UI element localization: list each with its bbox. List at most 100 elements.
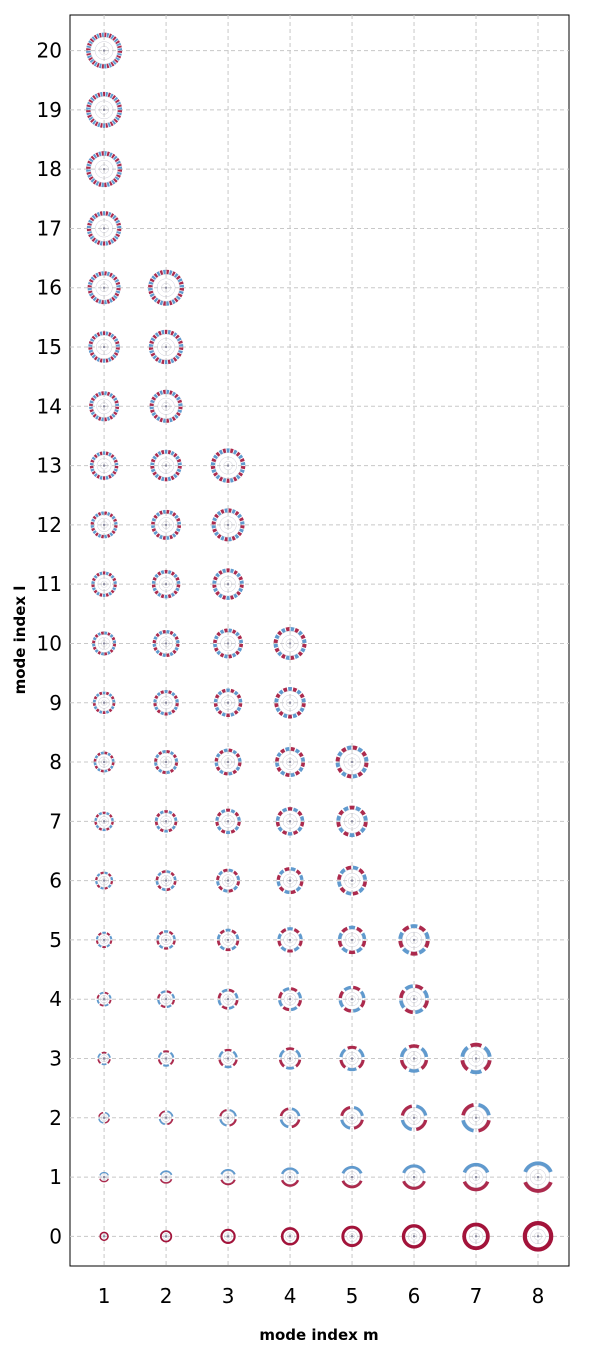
lobe-segment	[297, 630, 304, 636]
mode-pattern	[278, 987, 303, 1012]
lobe-segment	[115, 116, 120, 121]
lobe-segment	[95, 298, 100, 303]
inner-ring	[158, 932, 174, 948]
center-dot	[288, 820, 292, 823]
y-tick-label: 6	[49, 869, 62, 893]
lobe-segment	[404, 984, 414, 991]
center-dot	[164, 1175, 168, 1179]
lobe-segment	[110, 817, 114, 821]
lobe-segment	[218, 476, 224, 482]
inner-ring	[472, 1113, 481, 1122]
lobe-segment	[167, 570, 172, 575]
lobe-segment	[92, 153, 98, 159]
lobe-segment	[175, 698, 179, 703]
lobe-segment	[221, 712, 226, 717]
lobe-segment	[276, 874, 281, 881]
lobe-segment	[215, 816, 220, 821]
lobe-segment	[110, 333, 115, 338]
lobe-segment	[87, 231, 92, 235]
lobe-segment	[174, 514, 179, 519]
mode-pattern	[157, 1050, 175, 1067]
lobe-segment	[91, 335, 96, 340]
lobe-segment	[236, 590, 242, 596]
center-dot	[226, 997, 230, 1001]
lobe-segment	[88, 176, 94, 181]
inner-ring	[286, 936, 294, 944]
lobe-segment	[98, 151, 102, 157]
lobe-segment	[236, 694, 242, 699]
lobe-segment	[161, 887, 166, 892]
lobe-segment	[296, 689, 302, 695]
lobe-segment	[96, 332, 101, 337]
inner-ring	[92, 394, 116, 418]
lobe-segment	[399, 1047, 408, 1058]
mode-pattern	[91, 571, 117, 597]
lobe-segment	[175, 576, 180, 581]
lobe-segment	[218, 1050, 224, 1058]
lobe-segment	[90, 397, 96, 402]
lobe-segment	[166, 887, 171, 892]
lobe-segment	[160, 711, 165, 716]
inner-ring	[153, 393, 179, 419]
lobe-segment	[89, 352, 95, 356]
lobe-segment	[155, 765, 160, 771]
lobe-segment	[88, 40, 93, 45]
center-dot	[164, 997, 168, 1001]
lobe-segment	[231, 652, 237, 658]
lobe-segment	[115, 56, 120, 61]
inner-ring	[156, 752, 176, 772]
y-tick-label: 17	[37, 216, 62, 240]
x-tick-label: 8	[532, 1284, 545, 1308]
lobe-segment	[301, 697, 306, 703]
lobe-segment	[99, 593, 103, 597]
lobe-segment	[233, 690, 239, 696]
lobe-segment	[284, 867, 290, 872]
lobe-segment	[90, 155, 96, 161]
mode-pattern	[154, 750, 179, 775]
lobe-segment	[154, 573, 159, 579]
inner-ring	[407, 1170, 421, 1184]
center-dot	[288, 1235, 292, 1238]
inner-ring	[98, 756, 110, 768]
lobe-segment	[216, 650, 222, 656]
lobe-segment	[295, 1059, 302, 1068]
lobe-segment	[117, 171, 122, 175]
inner-ring	[282, 813, 298, 829]
lobe-segment	[175, 471, 180, 476]
mode-pattern	[399, 984, 429, 1015]
lobe-segment	[170, 884, 175, 890]
lobe-segment	[167, 1118, 174, 1126]
lobe-segment	[109, 121, 114, 127]
lobe-segment	[111, 274, 116, 279]
lobe-segment	[295, 1049, 302, 1058]
lobe-segment	[469, 1069, 483, 1075]
lobe-segment	[285, 1066, 295, 1070]
lobe-segment	[233, 710, 239, 715]
lobe-segment	[302, 643, 307, 648]
lobe-segment	[358, 886, 365, 894]
inner-ring	[99, 283, 109, 293]
lobe-segment	[107, 240, 112, 245]
lobe-segment	[172, 356, 178, 362]
lobe-segment	[151, 412, 157, 417]
center-dot	[226, 1057, 230, 1060]
inner-ring	[90, 96, 118, 124]
inner-ring	[349, 1233, 355, 1240]
lobe-segment	[92, 394, 97, 399]
lobe-segment	[88, 292, 94, 297]
lobe-segment	[104, 1003, 109, 1007]
lobe-segment	[238, 454, 244, 460]
lobe-segment	[86, 171, 92, 175]
lobe-segment	[89, 338, 95, 342]
inner-ring	[97, 873, 112, 888]
lobe-segment	[113, 527, 118, 532]
lobe-segment	[159, 300, 164, 306]
lobe-segment	[415, 1104, 428, 1117]
lobe-segment	[418, 925, 427, 933]
lobe-segment	[340, 1119, 351, 1130]
lobe-segment	[221, 688, 226, 694]
lobe-segment	[346, 745, 352, 751]
lobe-segment	[109, 940, 113, 945]
lobe-segment	[92, 120, 97, 125]
lobe-segment	[233, 593, 238, 599]
